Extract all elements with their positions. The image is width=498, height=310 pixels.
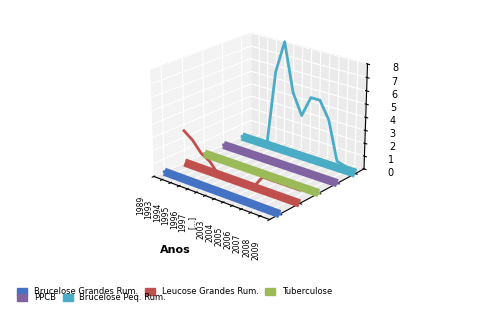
- X-axis label: Anos: Anos: [160, 245, 191, 255]
- Legend: PPCB, Brucelose Peq. Rum.: PPCB, Brucelose Peq. Rum.: [14, 290, 169, 306]
- Legend: Brucelose Grandes Rum., Leucose Grandes Rum., Tuberculose: Brucelose Grandes Rum., Leucose Grandes …: [14, 284, 335, 300]
